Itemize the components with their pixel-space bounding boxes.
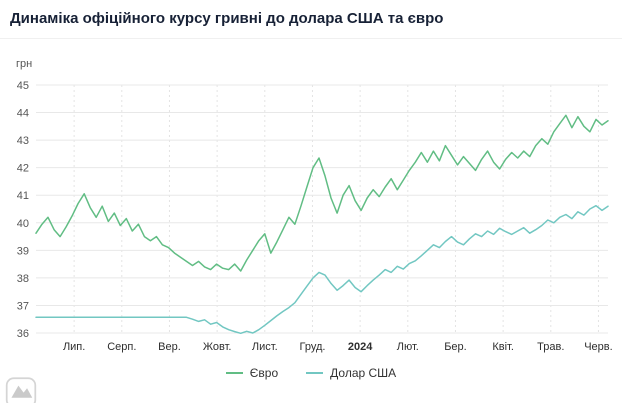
y-axis-tick-label: 42	[17, 163, 29, 175]
dollar-usd-line-marker	[306, 372, 324, 374]
legend-label-euro: Євро	[249, 366, 279, 380]
y-axis-tick-label: 40	[17, 218, 29, 230]
minfin-logo-icon	[5, 377, 37, 408]
y-axis-tick-label: 39	[17, 245, 29, 257]
legend-item-dollar-usd[interactable]: Долар США	[306, 366, 396, 380]
legend-item-euro[interactable]: Євро	[225, 366, 279, 380]
y-axis-tick-label: 36	[17, 328, 29, 340]
y-axis-tick-label: 44	[17, 108, 29, 120]
title-divider	[0, 38, 622, 39]
chart-legend: Євро Долар США	[0, 366, 622, 380]
minfin-logo-watermark	[3, 377, 39, 408]
x-axis-month-label: Серп.	[107, 341, 136, 353]
y-axis-unit-label: грн	[16, 58, 32, 70]
x-axis-month-label: Жовт.	[203, 341, 232, 353]
euro-line-marker	[225, 372, 243, 374]
x-axis-month-label: Лют.	[397, 341, 419, 353]
legend-label-dollar-usd: Долар США	[330, 366, 397, 380]
x-axis-month-label: Бер.	[444, 341, 467, 353]
x-axis-month-label: Лип.	[63, 341, 85, 353]
y-axis-tick-label: 37	[17, 300, 29, 312]
y-axis-tick-label: 45	[17, 80, 29, 92]
x-axis-month-label: Квіт.	[492, 341, 514, 353]
chart-title: Динаміка офіційного курсу гривні до дола…	[10, 10, 444, 27]
x-axis-month-label: 2024	[348, 341, 373, 353]
x-axis-month-label: Лист.	[252, 341, 278, 353]
x-axis-month-label: Вер.	[158, 341, 181, 353]
x-axis-month-label: Груд.	[299, 341, 325, 353]
x-axis-month-label: Черв.	[584, 341, 612, 353]
exchange-rate-chart[interactable]: 36 37 38 39 40 41 42 43 44 45 Лип. Серп. Вер. Жовт. Ли…	[0, 55, 622, 365]
y-axis-tick-label: 38	[17, 273, 29, 285]
dollar-usd-line	[35, 204, 609, 335]
x-axis-month-label: Трав.	[537, 341, 564, 353]
y-axis-tick-label: 43	[17, 135, 29, 147]
y-axis-tick-label: 41	[17, 190, 29, 202]
euro-line	[35, 114, 609, 272]
